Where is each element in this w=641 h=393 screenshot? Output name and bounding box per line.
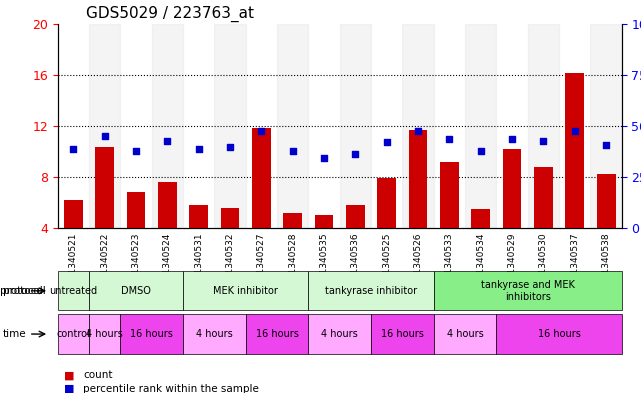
Point xyxy=(570,128,580,134)
Text: GDS5029 / 223763_at: GDS5029 / 223763_at xyxy=(86,6,254,22)
Text: 4 hours: 4 hours xyxy=(447,329,483,339)
Bar xyxy=(283,213,302,279)
Bar xyxy=(340,24,371,228)
Point xyxy=(319,154,329,161)
Point xyxy=(288,148,298,154)
Point xyxy=(256,128,267,134)
Text: tankyrase inhibitor: tankyrase inhibitor xyxy=(325,286,417,296)
Point xyxy=(131,148,141,154)
Point xyxy=(350,151,360,157)
Bar xyxy=(158,182,177,279)
Bar xyxy=(503,149,522,279)
Bar xyxy=(277,24,308,228)
Bar xyxy=(252,128,271,279)
Text: 16 hours: 16 hours xyxy=(538,329,581,339)
Bar xyxy=(597,174,615,279)
Bar xyxy=(590,24,622,228)
Point xyxy=(413,128,423,134)
Text: protocol: protocol xyxy=(0,286,43,296)
Text: 16 hours: 16 hours xyxy=(256,329,299,339)
Text: protocol: protocol xyxy=(3,286,46,296)
Text: count: count xyxy=(83,370,113,380)
Bar xyxy=(403,24,434,228)
Text: 4 hours: 4 hours xyxy=(87,329,123,339)
Point xyxy=(538,138,549,144)
Bar xyxy=(96,147,114,279)
Bar xyxy=(214,24,246,228)
Point xyxy=(507,135,517,142)
Text: ■: ■ xyxy=(64,384,74,393)
Text: time: time xyxy=(3,329,26,339)
Bar xyxy=(127,192,146,279)
Text: DMSO: DMSO xyxy=(121,286,151,296)
Point xyxy=(99,133,110,139)
Text: percentile rank within the sample: percentile rank within the sample xyxy=(83,384,259,393)
Text: control: control xyxy=(56,329,90,339)
Bar xyxy=(440,162,459,279)
Bar xyxy=(189,205,208,279)
Bar xyxy=(471,209,490,279)
Point xyxy=(68,146,78,152)
Text: 16 hours: 16 hours xyxy=(381,329,424,339)
Text: ■: ■ xyxy=(64,370,74,380)
Point xyxy=(162,138,172,144)
Point xyxy=(225,144,235,151)
Text: 16 hours: 16 hours xyxy=(130,329,173,339)
Text: 4 hours: 4 hours xyxy=(196,329,233,339)
Bar xyxy=(346,205,365,279)
Bar xyxy=(221,208,240,279)
Bar xyxy=(565,73,584,279)
Text: untreated: untreated xyxy=(49,286,97,296)
Point xyxy=(601,142,612,148)
Bar xyxy=(64,200,83,279)
Bar xyxy=(89,24,121,228)
Point xyxy=(194,146,204,152)
Text: MEK inhibitor: MEK inhibitor xyxy=(213,286,278,296)
Bar xyxy=(152,24,183,228)
Text: tankyrase and MEK
inhibitors: tankyrase and MEK inhibitors xyxy=(481,280,575,301)
Bar xyxy=(528,24,559,228)
Bar xyxy=(409,130,428,279)
Bar xyxy=(465,24,496,228)
Bar xyxy=(315,215,333,279)
Point xyxy=(444,135,454,142)
Bar xyxy=(378,178,396,279)
Point xyxy=(381,139,392,145)
Bar xyxy=(534,167,553,279)
Point xyxy=(476,148,486,154)
Text: 4 hours: 4 hours xyxy=(321,329,358,339)
